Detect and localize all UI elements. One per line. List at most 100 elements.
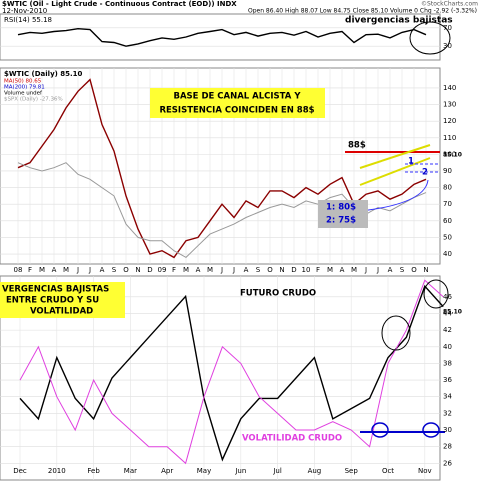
y-tick-label: 140 [443,84,456,92]
x-tick-label: May [197,467,211,475]
circle [371,422,389,438]
y-tick-label: 30 [443,42,452,50]
x-tick-label: S [256,266,261,274]
annotation: ENTRE CRUDO Y SU [6,296,99,306]
y-tick-label: 44 [443,309,452,317]
x-tick-label: Sep [345,467,359,475]
x-tick-label: J [88,266,91,274]
y-tick-label: 120 [443,117,456,125]
legend-entry: $WTIC (Daily) 85.10 [4,70,83,78]
circle [381,315,411,351]
y-tick-label: 100 [443,150,456,158]
channel [359,157,431,186]
y-tick-label: 130 [443,101,456,109]
date: 12-Nov-2010 [2,7,47,15]
annotation: 88$ [348,141,366,151]
x-tick-label: M [183,266,189,274]
annotation: VOLATILIDAD [30,307,93,317]
annotation: 2: 75$ [326,216,356,226]
x-tick-label: J [364,266,367,274]
y-tick-label: 46 [443,293,452,301]
circle [422,422,440,438]
x-tick-label: N [135,266,140,274]
x-tick-label: J [76,266,79,274]
legend-entry: $SPX (Daily) -27.36% [4,97,63,103]
x-tick-label: A [100,266,105,274]
circle [409,21,451,55]
y-tick-label: 38 [443,359,452,367]
x-tick-label: Nov [418,467,432,475]
x-tick-label: J [232,266,235,274]
legend-note: Volume undef [4,91,43,97]
y-tick-label: 40 [443,343,452,351]
y-tick-label: 34 [443,393,452,401]
annotation: 1: 80$ [326,203,356,213]
x-tick-label: F [316,266,320,274]
x-tick-label: D [291,266,296,274]
x-tick-label: Jun [234,467,246,475]
annotation: RESISTENCIA COINCIDEN EN 88$ [159,106,314,116]
x-tick-label: A [196,266,201,274]
y-tick-label: 50 [443,233,452,241]
x-tick-label: A [340,266,345,274]
x-tick-label: Oct [382,467,394,475]
legend-note: MA(200) 79.81 [4,85,45,91]
x-tick-label: O [123,266,129,274]
x-tick-label: A [244,266,249,274]
y-tick-label: 110 [443,134,456,142]
series-label: FUTURO CRUDO [240,289,316,299]
x-tick-label: 10 [302,266,311,274]
x-tick-label: Dec [13,467,27,475]
x-tick-label: A [388,266,393,274]
last-price: 85.10 [443,309,462,316]
x-tick-label: M [351,266,357,274]
annotation: 1 [408,157,414,167]
note-box [318,200,368,228]
source: ©StockCharts.com [421,1,478,8]
legend-entry: RSI(14) 55.18 [4,16,52,24]
series-line [19,284,444,462]
x-tick-label: N [423,266,428,274]
x-tick-label: M [39,266,45,274]
y-tick-label: 80 [443,184,452,192]
annotation: BASE DE CANAL ALCISTA Y [174,92,302,102]
x-tick-label: F [172,266,176,274]
x-tick-label: M [207,266,213,274]
x-tick-label: O [411,266,417,274]
price-frame [0,67,441,265]
series-label: VOLATILIDAD CRUDO [242,434,342,444]
circle [423,279,449,309]
x-tick-label: S [400,266,405,274]
y-tick-label: 36 [443,376,452,384]
x-tick-label: F [28,266,32,274]
overlays [0,21,451,438]
y-tick-label: 40 [443,250,452,258]
symbol: $WTIC (Oil - Light Crude - Continuous Co… [2,0,237,8]
x-tick-label: Feb [87,467,100,475]
vol-frame [0,275,441,481]
x-tick-label: Mar [124,467,137,475]
x-tick-label: M [63,266,69,274]
x-tick-label: 08 [14,266,23,274]
x-tick-label: M [327,266,333,274]
note-box [150,88,325,118]
annotation: VERGENCIAS BAJISTAS [2,285,109,295]
y-tick-label: 28 [443,443,452,451]
y-tick-label: 70 [443,200,452,208]
series-line [17,27,427,47]
x-tick-label: Jul [272,467,282,475]
y-tick-label: 70 [443,24,452,32]
x-tick-label: J [376,266,379,274]
legend-note: MA(50) 80.65 [4,79,42,85]
x-tick-label: O [267,266,273,274]
x-tick-label: Apr [161,467,173,475]
y-tick-label: 30 [443,426,452,434]
annotation: 2 [422,168,428,178]
x-tick-label: 2010 [48,467,66,475]
y-tick-label: 32 [443,409,452,417]
y-tick-label: 90 [443,167,452,175]
x-tick-label: 09 [158,266,167,274]
y-tick-label: 42 [443,326,452,334]
quote: Open 86.40 High 88.07 Low 84.75 Close 85… [248,8,477,15]
